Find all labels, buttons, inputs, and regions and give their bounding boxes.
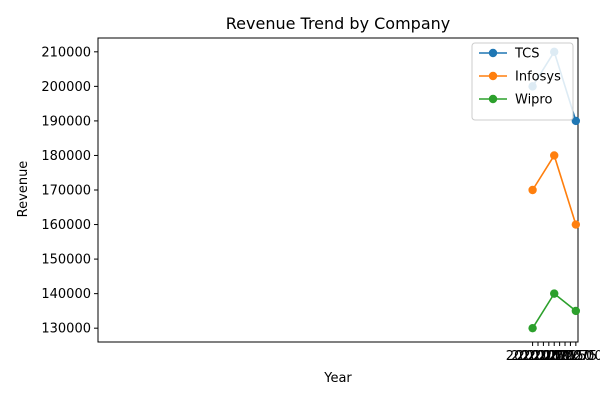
data-point-wipro bbox=[571, 306, 581, 316]
legend-box bbox=[471, 42, 574, 121]
x-tick-label: 2021.00 bbox=[527, 349, 581, 364]
y-tick-label: 150000 bbox=[41, 253, 91, 268]
data-point-infosys bbox=[528, 185, 537, 195]
x-tick-label: 2020.00 bbox=[506, 349, 560, 364]
data-point-wipro bbox=[550, 289, 559, 298]
y-tick-label: 190000 bbox=[41, 114, 91, 129]
y-tick-label: 200000 bbox=[41, 80, 91, 95]
legend-label-wipro: Wipro bbox=[515, 93, 552, 108]
data-point-tcs bbox=[571, 116, 581, 126]
data-point-infosys bbox=[571, 220, 581, 229]
y-tick-label: 180000 bbox=[41, 149, 91, 164]
legend-marker-tcs bbox=[488, 48, 498, 58]
x-tick-label: 2021.25 bbox=[533, 349, 587, 364]
y-tick-label: 170000 bbox=[41, 184, 91, 199]
y-tick-label: 210000 bbox=[41, 45, 91, 60]
chart-title: Revenue Trend by Company bbox=[226, 14, 450, 33]
data-point-infosys bbox=[550, 151, 559, 160]
y-tick-label: 130000 bbox=[41, 322, 91, 337]
x-tick-label: 2020.75 bbox=[522, 349, 576, 364]
legend-marker-infosys bbox=[488, 71, 498, 81]
series-line-infosys bbox=[531, 153, 577, 225]
x-tick-label: 2021.75 bbox=[544, 349, 598, 364]
x-axis-label: Year bbox=[323, 371, 352, 386]
y-tick-label: 160000 bbox=[41, 218, 91, 233]
x-tick-label: 2020.50 bbox=[517, 349, 571, 364]
data-point-wipro bbox=[528, 323, 537, 333]
legend: TCS Infosys Wipro bbox=[471, 42, 574, 121]
plot-area: 2020.002020.252020.502020.752021.002021.… bbox=[41, 37, 600, 364]
x-tick-label: 2020.25 bbox=[511, 349, 565, 364]
y-axis-label: Revenue bbox=[16, 161, 31, 218]
legend-label-tcs: TCS bbox=[514, 47, 540, 62]
series-line-wipro bbox=[531, 292, 577, 329]
x-tick-label: 2022.00 bbox=[549, 349, 600, 364]
x-tick-label: 2021.50 bbox=[538, 349, 592, 364]
legend-label-infosys: Infosys bbox=[515, 70, 561, 85]
y-tick-label: 140000 bbox=[41, 287, 91, 302]
legend-marker-wipro bbox=[488, 94, 498, 104]
